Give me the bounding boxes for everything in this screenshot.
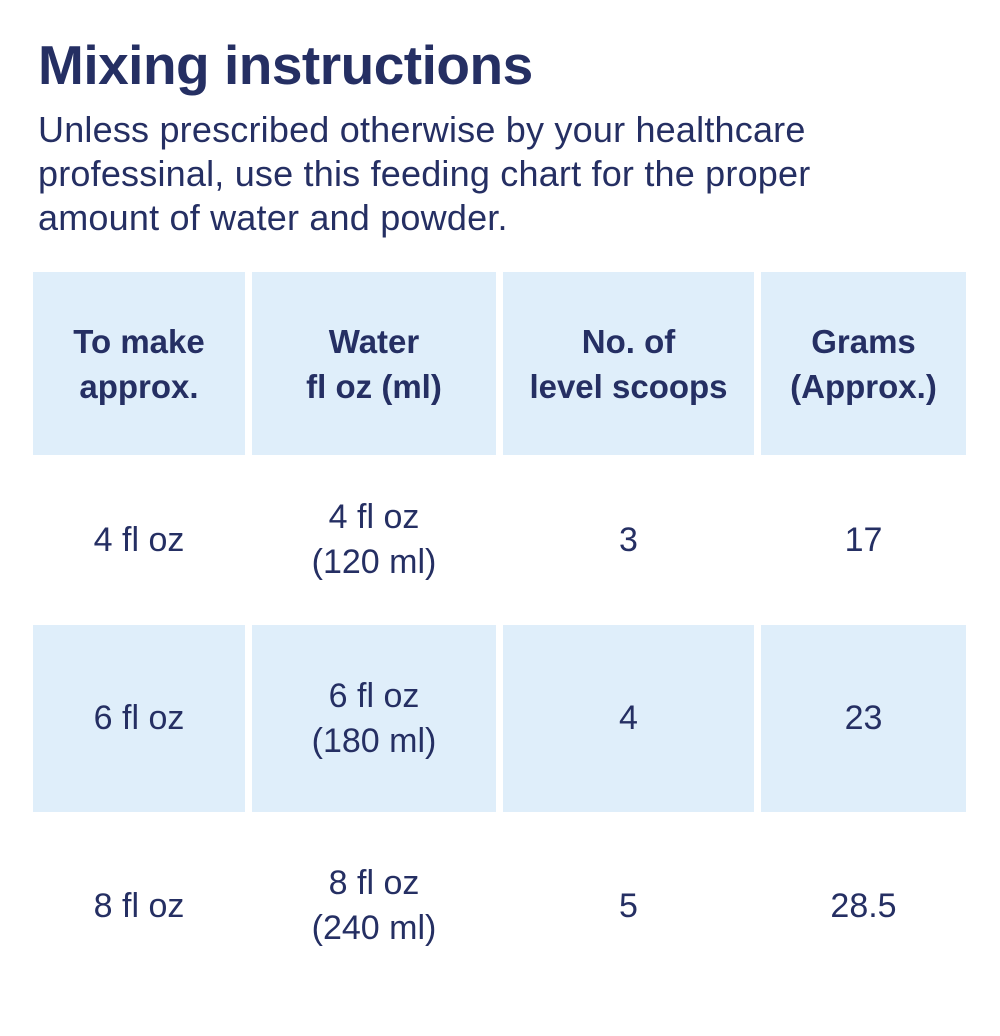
cell-to-make: 6 fl oz [33, 625, 245, 812]
cell-to-make: 8 fl oz [33, 812, 245, 1000]
cell-water-amount: 6 fl oz [328, 676, 420, 715]
cell-water: 6 fl oz (180 ml) [252, 625, 496, 812]
cell-water-ml: (180 ml) [311, 721, 437, 760]
intro-line-1: Unless prescribed otherwise by your heal… [38, 109, 806, 150]
cell-water-amount: 8 fl oz [328, 864, 420, 902]
feeding-chart-table: To make approx. Water fl oz (ml) No. of … [33, 272, 966, 1000]
column-header-grams: Grams (Approx.) [761, 272, 966, 455]
column-header-line: approx. [79, 367, 199, 405]
cell-water-ml: (240 ml) [311, 909, 437, 947]
cell-scoops: 3 [503, 455, 754, 625]
column-header-line: fl oz (ml) [306, 367, 442, 405]
column-header-water: Water fl oz (ml) [252, 272, 496, 455]
column-header-to-make: To make approx. [33, 272, 245, 455]
cell-grams: 17 [761, 455, 966, 625]
cell-grams: 28.5 [761, 812, 966, 1000]
cell-water: 8 fl oz (240 ml) [252, 812, 496, 1000]
cell-water-ml: (120 ml) [311, 543, 437, 581]
column-header-line: level scoops [529, 367, 728, 405]
column-header-line: Grams [811, 322, 916, 360]
intro-line-2: professinal, use this feeding chart for … [38, 153, 811, 194]
column-header-line: To make [73, 322, 205, 360]
column-header-line: No. of [581, 322, 676, 360]
column-header-line: (Approx.) [790, 367, 937, 405]
page-title: Mixing instructions [38, 34, 533, 96]
mixing-instructions-page: Mixing instructions Unless prescribed ot… [0, 36, 1000, 1036]
cell-to-make: 4 fl oz [33, 455, 245, 625]
cell-water: 4 fl oz (120 ml) [252, 455, 496, 625]
cell-scoops: 4 [503, 625, 754, 812]
intro-text: Unless prescribed otherwise by your heal… [38, 108, 1000, 240]
column-header-scoops: No. of level scoops [503, 272, 754, 455]
cell-scoops: 5 [503, 812, 754, 1000]
cell-grams: 23 [761, 625, 966, 812]
cell-water-amount: 4 fl oz [328, 498, 420, 536]
intro-line-3: amount of water and powder. [38, 197, 508, 238]
column-header-line: Water [328, 322, 420, 360]
